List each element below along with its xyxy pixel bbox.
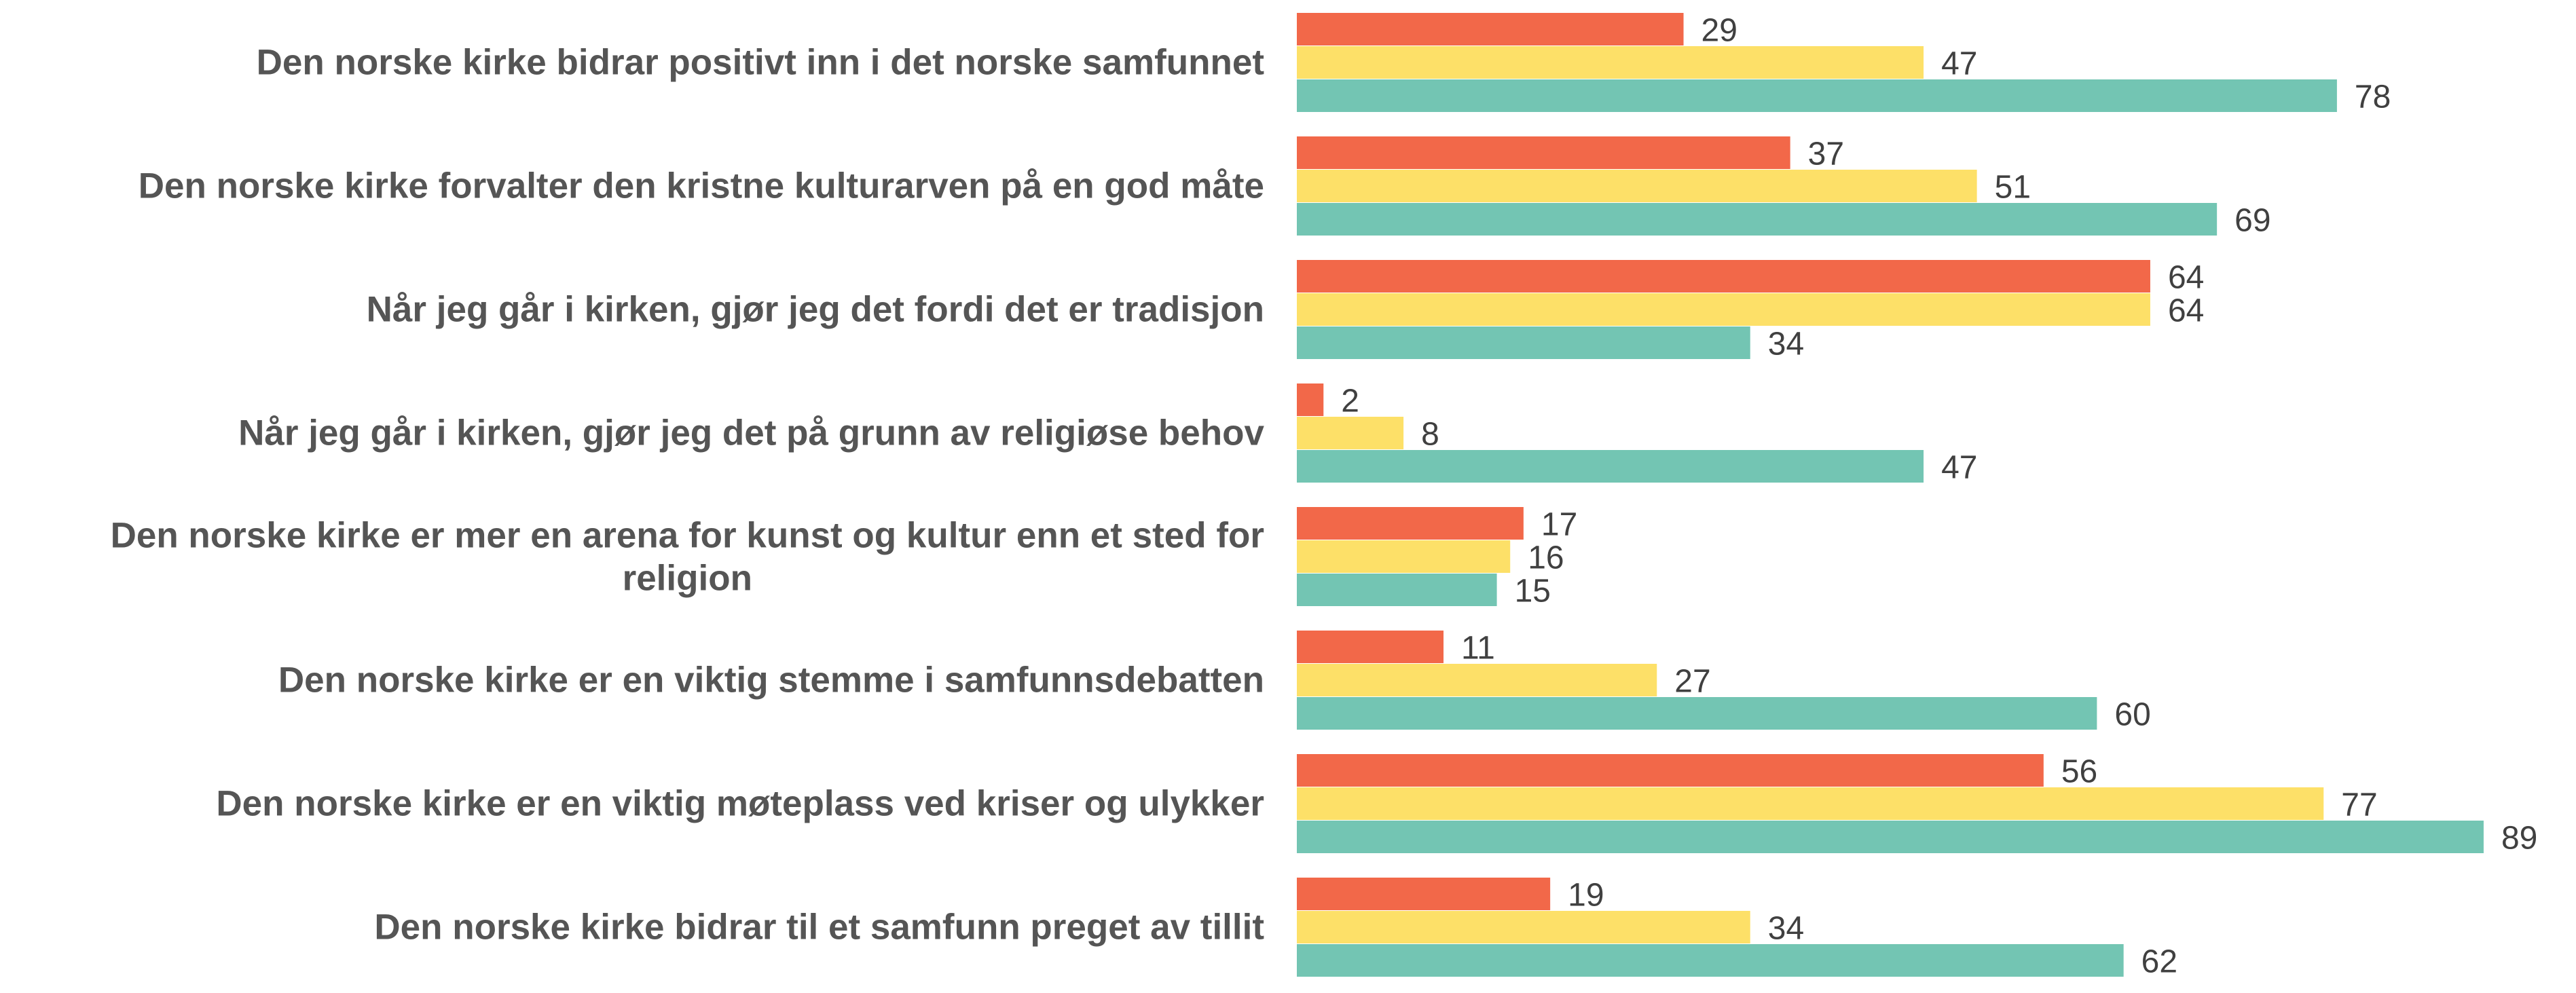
data-label: 15 [1515, 574, 1551, 610]
data-label: 34 [1768, 326, 1804, 362]
data-label: 16 [1528, 540, 1564, 576]
category-label: Når jeg går i kirken, gjør jeg det fordi… [367, 290, 1264, 330]
data-label: 19 [1568, 878, 1604, 914]
category-label: Den norske kirke forvalter den kristne k… [139, 166, 1264, 206]
bar [1297, 136, 1790, 169]
data-label: 37 [1808, 136, 1844, 172]
data-label: 8 [1421, 417, 1439, 453]
category-label: Den norske kirke er en viktig møteplass … [216, 784, 1264, 824]
bar [1297, 450, 1924, 483]
bar [1297, 540, 1511, 573]
data-label: 47 [1941, 450, 1977, 486]
data-label: 77 [2341, 787, 2377, 823]
data-label: 64 [2168, 260, 2204, 296]
bar [1297, 821, 2484, 853]
bar [1297, 754, 2044, 787]
bar [1297, 631, 1444, 663]
data-label: 47 [1941, 46, 1977, 82]
data-label: 89 [2501, 821, 2537, 857]
data-label: 60 [2114, 697, 2150, 733]
bar [1297, 383, 1324, 416]
category-label: Den norske kirke er mer en arena for kun… [111, 515, 1264, 598]
data-label: 17 [1541, 507, 1577, 543]
bar [1297, 944, 2124, 977]
data-label: 34 [1768, 911, 1804, 947]
data-label: 56 [2061, 754, 2097, 790]
category-label-layer: Den norske kirke bidrar positivt inn i d… [111, 43, 1265, 948]
bar [1297, 911, 1750, 943]
category-label: Den norske kirke bidrar positivt inn i d… [257, 43, 1264, 83]
data-label: 11 [1461, 631, 1495, 667]
data-label: 64 [2168, 293, 2204, 329]
bar-layer [1297, 13, 2484, 977]
category-label: Når jeg går i kirken, gjør jeg det på gr… [238, 413, 1264, 453]
bar [1297, 507, 1524, 540]
bar [1297, 697, 2097, 730]
data-label: 62 [2141, 944, 2177, 980]
bar [1297, 260, 2150, 293]
bar [1297, 326, 1750, 359]
bar [1297, 203, 2218, 236]
data-label: 29 [1701, 13, 1737, 49]
bar [1297, 170, 1977, 202]
data-label: 69 [2234, 203, 2270, 239]
bar [1297, 46, 1924, 79]
category-label-line: Den norske kirke er mer en arena for kun… [111, 515, 1264, 555]
data-label: 51 [1995, 170, 2031, 206]
bar [1297, 574, 1497, 606]
category-label: Den norske kirke bidrar til et samfunn p… [374, 907, 1264, 948]
bar [1297, 417, 1404, 449]
bar [1297, 293, 2150, 326]
category-label-line: religion [623, 558, 752, 598]
bar [1297, 878, 1551, 910]
data-label: 2 [1341, 383, 1359, 419]
bar [1297, 787, 2324, 820]
bar [1297, 79, 2337, 112]
data-label: 78 [2355, 79, 2391, 115]
category-label: Den norske kirke er en viktig stemme i s… [278, 660, 1264, 700]
data-label: 27 [1674, 664, 1710, 700]
bar [1297, 664, 1657, 696]
bar [1297, 13, 1684, 45]
